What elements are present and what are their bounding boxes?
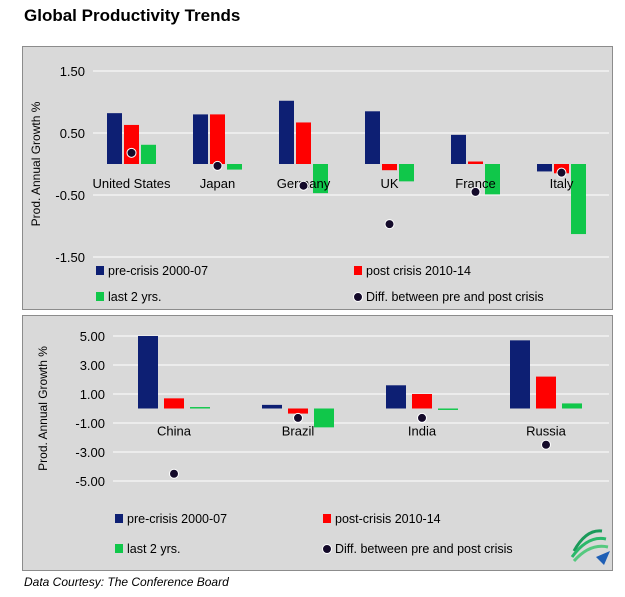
top-chart-legend-swatch-pre-crisis-2000-07: [96, 266, 104, 275]
bottom-chart-ytick-label: 1.00: [80, 387, 105, 402]
top-chart-diff-marker-united-states: [126, 147, 137, 158]
bottom-chart-y-axis-label: Prod. Annual Growth %: [36, 346, 50, 471]
top-chart-category-label-japan: Japan: [200, 176, 235, 191]
bottom-chart-bar-india-pre-crisis-2000-07: [386, 385, 406, 409]
top-chart-category-label-france: France: [455, 176, 495, 191]
top-chart-legend-swatch-diff: [353, 292, 363, 302]
bottom-chart-legend-label-diff-between-pre-and-post-crisis: Diff. between pre and post crisis: [335, 542, 513, 556]
bottom-chart-bar-brazil-post-crisis-2010-14: [288, 408, 308, 414]
bottom-chart-bar-china-pre-crisis-2000-07: [138, 336, 158, 409]
bottom-chart-ytick-label: 5.00: [80, 329, 105, 344]
top-chart-bar-united-states-post-crisis-2010-14: [124, 124, 139, 164]
top-chart-bar-uk-last-2-yrs: [399, 164, 414, 182]
bottom-chart-bar-russia-pre-crisis-2000-07: [510, 340, 530, 409]
bottom-chart-bar-brazil-last-2-yrs: [314, 408, 334, 428]
bottom-chart-diff-marker-china: [169, 468, 179, 479]
chart-advanced-economies: 1.50 0.50 -0.50 -1.50 Prod. Annual Growth % U…: [22, 46, 613, 310]
top-chart-legend-label-post-crisis-2010-14: post crisis 2010-14: [366, 264, 471, 278]
bottom-chart-bar-russia-post-crisis-2010-14: [536, 376, 556, 409]
bottom-chart-diff-marker-brazil: [293, 412, 303, 423]
top-chart-bar-france-last-2-yrs: [485, 164, 500, 195]
bottom-chart-legend-swatch-post-crisis-2010-14: [323, 514, 331, 523]
bottom-chart-bar-india-post-crisis-2010-14: [412, 394, 432, 409]
top-chart-legend-label-diff-between-pre-and-post-crisis: Diff. between pre and post crisis: [366, 290, 544, 304]
top-chart-diff-marker-japan: [212, 160, 223, 171]
bottom-chart-bar-brazil-pre-crisis-2000-07: [262, 404, 282, 409]
top-chart-ytick-label: -0.50: [55, 188, 85, 203]
bottom-chart-bar-china-post-crisis-2010-14: [164, 398, 184, 409]
top-chart-diff-marker-germany: [298, 180, 309, 191]
bottom-chart-diff-marker-india: [417, 412, 427, 423]
top-chart-legend-swatch-post-crisis-2010-14: [354, 266, 362, 275]
bottom-chart-ytick-label: -3.00: [75, 445, 105, 460]
bottom-chart-ytick-label: -5.00: [75, 474, 105, 489]
top-chart-category-label-uk: UK: [380, 176, 398, 191]
data-credit: Data Courtesy: The Conference Board: [24, 575, 229, 589]
top-chart-bar-japan-last-2-yrs: [227, 164, 242, 170]
top-chart-legend-label-last-2-yrs: last 2 yrs.: [108, 290, 162, 304]
top-chart-y-axis-label: Prod. Annual Growth %: [29, 101, 43, 226]
top-chart-category-label-italy: Italy: [550, 176, 574, 191]
bottom-chart-category-label-brazil: Brazil: [282, 424, 315, 439]
chart-emerging-economies-svg: 5.00 3.00 1.00 -1.00 -3.00 -5.00 Prod. Annual …: [36, 329, 609, 556]
globe-logo-icon: [570, 529, 610, 565]
top-chart-legend-swatch-last-2-yrs: [96, 292, 104, 301]
top-chart-bar-france-pre-crisis-2000-07: [451, 134, 466, 164]
bottom-chart-bar-russia-last-2-yrs: [562, 403, 582, 409]
bottom-chart-legend-label-last-2-yrs: last 2 yrs.: [127, 542, 181, 556]
bottom-chart-bar-india-last-2-yrs: [438, 408, 458, 410]
bottom-chart-legend-swatch-diff: [322, 544, 332, 554]
bottom-chart-ytick-label: 3.00: [80, 358, 105, 373]
bottom-chart-bar-china-last-2-yrs: [190, 407, 210, 409]
top-chart-ytick-label: -1.50: [55, 250, 85, 265]
top-chart-bar-italy-pre-crisis-2000-07: [537, 164, 552, 172]
top-chart-category-label-united-states: United States: [92, 176, 171, 191]
top-chart-bar-japan-post-crisis-2010-14: [210, 114, 225, 164]
bottom-chart-category-label-india: India: [408, 424, 437, 439]
bottom-chart-ytick-label: -1.00: [75, 416, 105, 431]
bottom-chart-category-label-china: China: [157, 424, 192, 439]
top-chart-bar-germany-last-2-yrs: [313, 164, 328, 194]
top-chart-bar-germany-pre-crisis-2000-07: [279, 100, 294, 164]
top-chart-bar-germany-post-crisis-2010-14: [296, 122, 311, 164]
top-chart-bar-uk-pre-crisis-2000-07: [365, 111, 380, 164]
chart-emerging-economies: 5.00 3.00 1.00 -1.00 -3.00 -5.00 Prod. Annual …: [22, 315, 613, 571]
top-chart-diff-marker-uk: [384, 219, 395, 230]
top-chart-bar-uk-post-crisis-2010-14: [382, 164, 397, 171]
bottom-chart-legend-label-pre-crisis-2000-07: pre-crisis 2000-07: [127, 512, 227, 526]
bottom-chart-legend-label-post-crisis-2010-14: post-crisis 2010-14: [335, 512, 441, 526]
top-chart-diff-marker-italy: [556, 167, 567, 178]
page-title: Global Productivity Trends: [24, 6, 241, 25]
top-chart-bar-united-states-pre-crisis-2000-07: [107, 113, 122, 164]
top-chart-diff-marker-france: [470, 186, 481, 197]
bottom-chart-diff-marker-russia: [541, 439, 551, 450]
top-chart-ytick-label: 1.50: [60, 64, 85, 79]
bottom-chart-legend-swatch-pre-crisis-2000-07: [115, 514, 123, 523]
top-chart-bar-united-states-last-2-yrs: [141, 144, 156, 164]
chart-advanced-economies-svg: 1.50 0.50 -0.50 -1.50 Prod. Annual Growth % U…: [29, 64, 609, 304]
top-chart-bar-japan-pre-crisis-2000-07: [193, 114, 208, 164]
top-chart-ytick-label: 0.50: [60, 126, 85, 141]
top-chart-legend-label-pre-crisis-2000-07: pre-crisis 2000-07: [108, 264, 208, 278]
bottom-chart-category-label-russia: Russia: [526, 424, 567, 439]
bottom-chart-legend-swatch-last-2-yrs: [115, 544, 123, 553]
top-chart-bar-italy-last-2-yrs: [571, 164, 586, 235]
top-chart-bar-france-post-crisis-2010-14: [468, 161, 483, 164]
